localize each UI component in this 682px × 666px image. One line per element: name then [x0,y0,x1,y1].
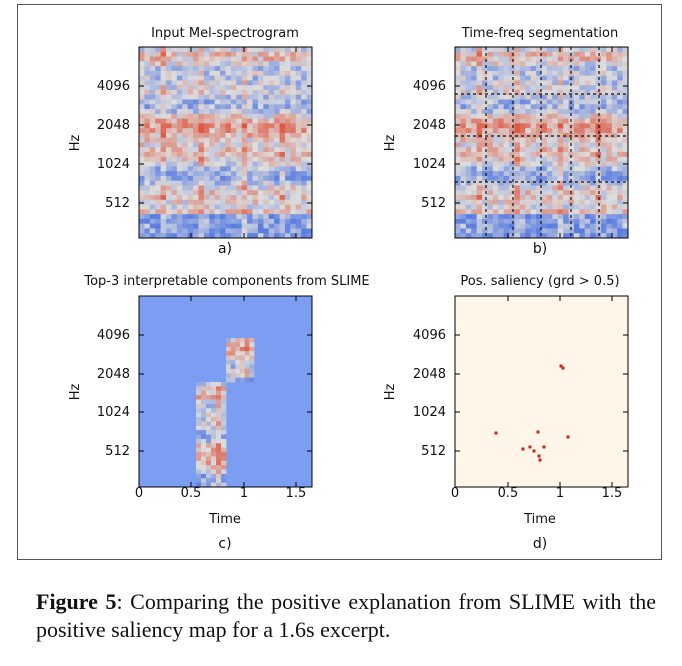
panel-d-xtick-0: 0 [451,486,459,501]
panel-d: Pos. saliency (grd > 0.5) Hz 4096 2048 1… [383,274,629,552]
panel-b-sublabel: b) [533,241,547,257]
panel-b-plot [454,46,629,239]
panel-a-title: Input Mel-spectrogram [151,26,299,41]
panel-c-xlabel: Time [208,512,241,527]
panel-c-ytick-2048: 2048 [97,367,130,382]
panel-b-ytick-4096: 4096 [413,79,446,94]
panel-c: Top-3 interpretable components from SLIM… [68,274,370,552]
panel-d-ytick-4096: 4096 [413,328,446,343]
panel-b-title: Time-freq segmentation [461,26,618,41]
panel-c-plot [138,295,313,488]
saliency-point [521,447,525,451]
panel-d-ytick-1024: 1024 [413,405,446,420]
panel-b-ytick-1024: 1024 [413,157,446,172]
panel-a-plot [138,46,313,239]
panel-c-ytick-1024: 1024 [97,405,130,420]
panel-b: Time-freq segmentation Hz 4096 2048 1024… [383,26,629,257]
panel-c-xtick-1: 1 [240,486,248,501]
component-block-low [196,382,227,488]
panel-a: Input Mel-spectrogram Hz 4096 2048 1024 … [68,26,313,257]
saliency-point [566,435,570,439]
panel-d-sublabel: d) [533,536,547,552]
saliency-point [532,449,536,453]
panel-d-xtick-1.5: 1.5 [602,486,623,501]
saliency-point [528,445,532,449]
saliency-point [542,445,546,449]
panel-c-xtick-0: 0 [135,486,143,501]
figure-frame [17,4,662,560]
saliency-point [537,454,541,458]
caption-text: : Comparing the positive explanation fro… [36,589,656,642]
panel-b-ytick-512: 512 [421,196,446,211]
figure-5: Input Mel-spectrogram Hz 4096 2048 1024 … [68,26,629,552]
panel-d-ylabel: Hz [383,384,398,401]
panel-d-xtick-0.5: 0.5 [498,486,519,501]
saliency-point [561,366,565,370]
saliency-point [494,431,498,435]
panel-c-xtick-0.5: 0.5 [181,486,202,501]
panel-d-title: Pos. saliency (grd > 0.5) [460,274,619,289]
panel-d-ytick-512: 512 [421,444,446,459]
panel-c-title: Top-3 interpretable components from SLIM… [83,274,369,289]
saliency-point [538,458,542,462]
component-block-high [226,338,255,383]
panel-b-ytick-2048: 2048 [413,118,446,133]
panel-b-ylabel: Hz [383,135,398,152]
panel-d-plot [454,295,629,488]
panel-a-ytick-4096: 4096 [97,79,130,94]
panel-c-ylabel: Hz [68,384,83,401]
panel-c-xtick-1.5: 1.5 [286,486,307,501]
figure-caption: Figure 5: Comparing the positive explana… [36,588,656,644]
panel-c-ytick-4096: 4096 [97,328,130,343]
caption-label: Figure 5 [36,589,117,614]
panel-a-ytick-512: 512 [105,196,130,211]
panel-a-ytick-2048: 2048 [97,118,130,133]
saliency-point [536,430,540,434]
panel-d-xtick-1: 1 [556,486,564,501]
panel-c-sublabel: c) [218,536,231,552]
panel-d-xlabel: Time [523,512,556,527]
panel-d-ytick-2048: 2048 [413,367,446,382]
saliency-point [559,364,563,368]
panel-a-ylabel: Hz [68,135,83,152]
panel-c-ytick-512: 512 [105,444,130,459]
panel-a-ytick-1024: 1024 [97,157,130,172]
panel-a-sublabel: a) [218,241,232,257]
